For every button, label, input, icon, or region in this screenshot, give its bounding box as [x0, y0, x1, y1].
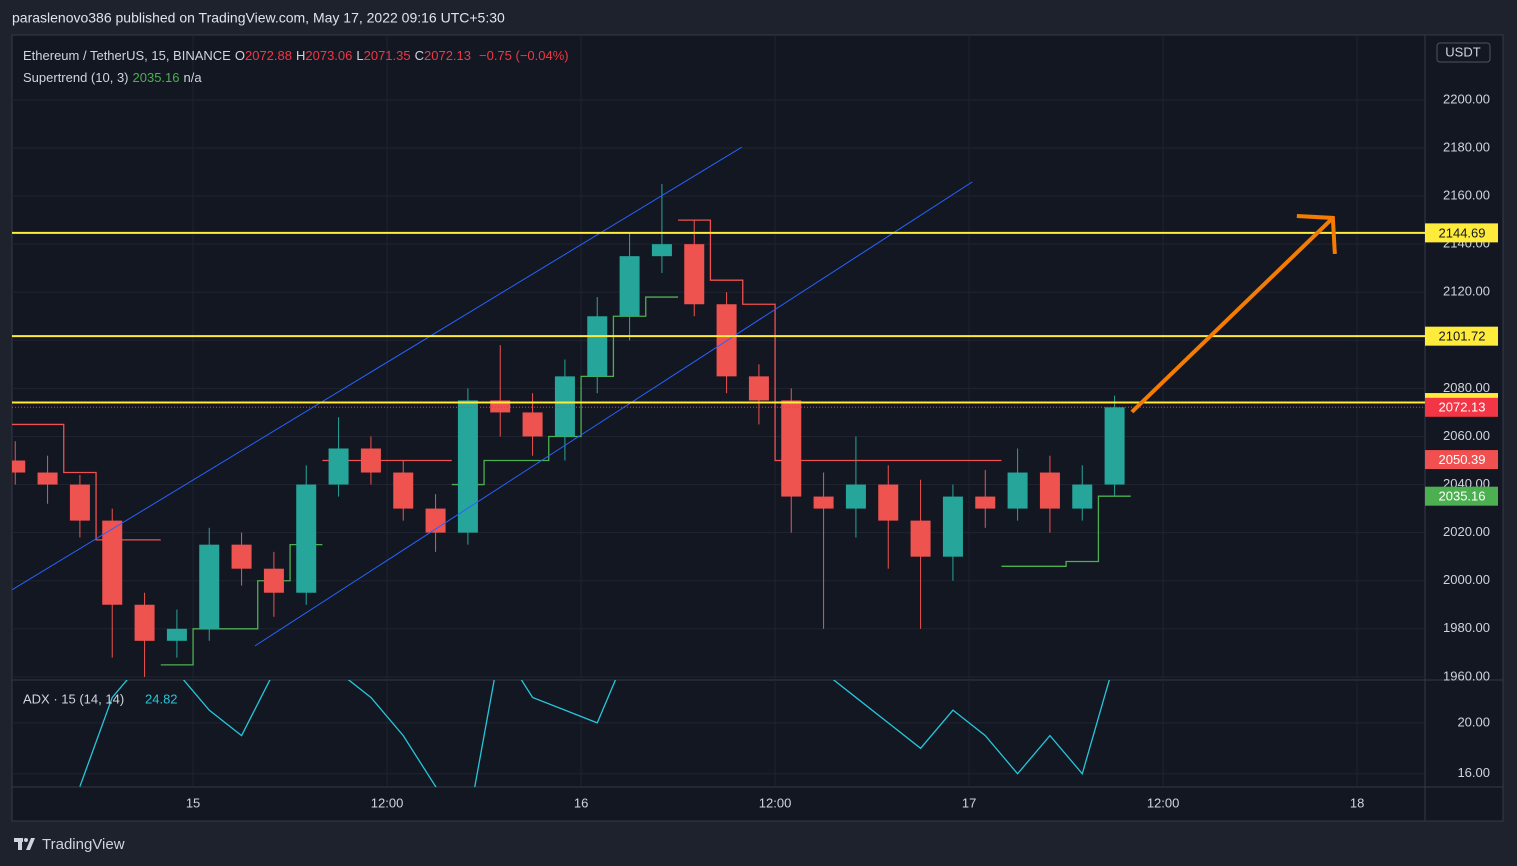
arrow-head	[1296, 213, 1337, 255]
candle-body	[522, 412, 543, 437]
price-label: 2072.13	[1439, 400, 1486, 415]
candle-body	[360, 448, 381, 473]
candle-body	[910, 520, 931, 557]
price-label: 2101.72	[1439, 329, 1486, 344]
price-label: 2050.39	[1439, 452, 1486, 467]
indicator-extra: n/a	[183, 70, 202, 85]
candle-body	[554, 376, 575, 437]
price-label: 2035.16	[1439, 489, 1486, 504]
indicator: Supertrend (10, 3)	[23, 70, 129, 85]
trendline	[12, 146, 743, 591]
ohlc-label: O	[234, 48, 245, 63]
candle-body	[748, 376, 769, 401]
candle-body	[69, 484, 90, 521]
y-tick-label: 1980.00	[1443, 620, 1490, 635]
legend-row: Supertrend (10, 3) 2035.16 n/a	[23, 67, 573, 89]
candle-body	[12, 460, 26, 473]
x-tick-label: 12:00	[371, 795, 404, 810]
candle-body	[102, 520, 123, 605]
ohlc-label: L	[356, 48, 364, 63]
ohlc-label: C	[414, 48, 424, 63]
candle-body	[199, 544, 220, 629]
supertrend-up	[451, 296, 679, 486]
ohlc-value: 2071.35	[363, 48, 411, 63]
y-tick-label: 2200.00	[1443, 91, 1490, 106]
x-tick-label: 12:00	[759, 795, 792, 810]
candle-body	[878, 484, 899, 521]
change: −0.75 (−0.04%)	[479, 48, 569, 63]
supertrend-up	[160, 544, 323, 666]
symbol: Ethereum / TetherUS, 15, BINANCE	[23, 48, 231, 63]
candle-body	[684, 244, 705, 305]
candle-body	[134, 604, 155, 641]
ohlc-value: 2072.13	[424, 48, 471, 63]
candle-body	[1104, 407, 1125, 485]
x-tick-label: 15	[186, 795, 200, 810]
x-tick-label: 17	[962, 795, 976, 810]
currency-box[interactable]	[1436, 42, 1491, 63]
brand: TradingView	[42, 836, 125, 853]
y-tick-label: 2020.00	[1443, 524, 1490, 539]
candle-body	[813, 496, 834, 509]
x-tick-label: 16	[574, 795, 588, 810]
supertrend-down	[12, 423, 161, 541]
candle-body	[37, 472, 58, 485]
logo	[14, 838, 35, 850]
price-label-box	[1425, 450, 1498, 470]
adx-value: 24.82	[145, 691, 178, 706]
y-tick-label: 2120.00	[1443, 284, 1490, 299]
legend: Ethereum / TetherUS, 15, BINANCE O2072.88…	[23, 45, 573, 89]
trendline	[254, 181, 973, 647]
ohlc-label: H	[295, 48, 306, 63]
x-tick-label: 18	[1350, 795, 1364, 810]
y-tick-label: 2000.00	[1443, 572, 1490, 587]
candle-body	[393, 472, 414, 509]
candle-body	[166, 628, 187, 641]
y-tick-label: 2180.00	[1443, 139, 1490, 154]
indicator-value: 2035.16	[132, 70, 180, 85]
ohlc-value: 2072.88	[244, 48, 292, 63]
price-label-box	[1425, 397, 1498, 417]
candle-body	[1039, 472, 1060, 509]
candle-body	[296, 484, 317, 593]
currency[interactable]: USDT	[1445, 44, 1480, 59]
chart-frame	[11, 34, 1504, 822]
candle-body	[231, 544, 252, 569]
candle-body	[781, 400, 802, 497]
candle-body	[619, 256, 640, 317]
legend-row: Ethereum / TetherUS, 15, BINANCE O2072.88…	[23, 45, 573, 67]
candle-body	[1072, 484, 1093, 509]
candle-body	[263, 568, 284, 593]
candle-body	[587, 316, 608, 377]
adx-label: ADX · 15 (14, 14)	[23, 691, 124, 706]
candle-body	[975, 496, 996, 509]
price-label-box	[1425, 223, 1498, 243]
adx-line	[79, 680, 1110, 787]
candle-body	[425, 508, 446, 533]
candle-body	[942, 496, 963, 557]
candle-body	[1007, 472, 1028, 509]
y-tick-label: 2060.00	[1443, 428, 1490, 443]
y-tick-label: 2160.00	[1443, 188, 1490, 203]
y-tick-label: 2080.00	[1443, 380, 1490, 395]
supertrend-up	[1001, 495, 1131, 567]
candle-body	[651, 244, 672, 257]
arrow	[1130, 216, 1335, 414]
x-tick-label: 12:00	[1147, 795, 1180, 810]
publisher: paraslenovo386 published on TradingView.…	[12, 10, 505, 26]
candle-body	[845, 484, 866, 509]
y-tick-label: 1960.00	[1443, 668, 1490, 683]
price-label: 2144.69	[1439, 225, 1486, 240]
candle-body	[328, 448, 349, 485]
price-label-box	[1425, 486, 1498, 506]
ohlc: O2072.88 H2073.06 L2071.35 C2072.13	[235, 48, 475, 63]
candle-body	[457, 400, 478, 533]
adx-tick-label: 20.00	[1457, 714, 1490, 729]
adx-tick-label: 16.00	[1457, 765, 1490, 780]
price-label-box	[1425, 326, 1498, 346]
ohlc-value: 2073.06	[305, 48, 353, 63]
